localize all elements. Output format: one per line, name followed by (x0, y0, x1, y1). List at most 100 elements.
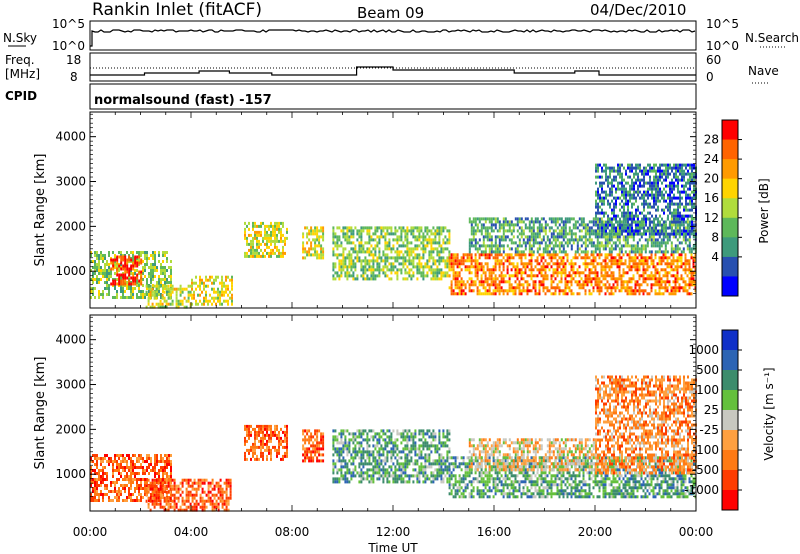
station-title: Rankin Inlet (fitACF) (92, 0, 262, 20)
power-colorbar: 28 24 20 16 12 8 4 (704, 119, 742, 297)
power-region-9 (595, 163, 697, 236)
power-colorbar-tick-1: 24 (704, 152, 719, 166)
nsky-tick-low: 10^0 (52, 39, 85, 53)
velocity-region-3 (302, 429, 325, 463)
power-colorbar-label: Power [dB] (757, 178, 771, 243)
time-tick-label-2: 08:00 (275, 525, 310, 539)
time-tick-label-1: 04:00 (174, 525, 209, 539)
power-ytick-label-0: 1000 (55, 264, 86, 278)
cpid-label: CPID (5, 89, 37, 103)
nsky-panel: N.Sky 10^5 10^0 10^5 10^0 N.Search (3, 17, 799, 53)
nsky-tick-high: 10^5 (52, 17, 85, 31)
power-colorbar-swatch-1 (722, 139, 738, 160)
velocity-colorbar-swatch-6 (722, 450, 738, 471)
power-colorbar-tick-5: 8 (711, 230, 719, 244)
power-region-7 (448, 253, 697, 296)
power-colorbar-tick-2: 20 (704, 172, 719, 186)
nave-label: Nave (748, 64, 779, 78)
freq-panel: Freq. [MHz] 18 8 60 0 Nave (5, 52, 779, 84)
power-colorbar-swatch-2 (722, 159, 738, 180)
power-colorbar-swatch-6 (722, 237, 738, 258)
power-data (90, 163, 697, 309)
power-region-0 (90, 251, 172, 299)
power-panel: 1000 2000 3000 4000 Slant Range [km] (33, 111, 697, 309)
velocity-colorbar-swatch-5 (722, 430, 738, 451)
time-tick-label-3: 12:00 (376, 525, 411, 539)
power-region-8 (468, 217, 697, 254)
velocity-colorbar-swatch-8 (722, 490, 738, 511)
velocity-region-7 (595, 375, 697, 475)
cpid-text: normalsound (fast) -157 (94, 93, 272, 108)
nsky-trace (90, 29, 696, 47)
time-axis-ticks: 00:00 04:00 08:00 12:00 16:00 20:00 00:00 (73, 525, 714, 539)
freq-label: Freq. (5, 53, 35, 67)
velocity-colorbar-swatch-2 (722, 370, 738, 391)
power-colorbar-swatch-7 (722, 256, 738, 277)
nsky-label: N.Sky (3, 31, 37, 45)
time-tick-label-4: 16:00 (477, 525, 512, 539)
power-axes: 1000 2000 3000 4000 (55, 112, 697, 308)
power-ylabel: Slant Range [km] (33, 154, 48, 267)
power-region-4 (244, 221, 288, 258)
power-colorbar-swatch-8 (722, 276, 738, 297)
power-ytick-label-3: 4000 (55, 130, 86, 144)
velocity-region-4 (332, 429, 451, 484)
nsearch-tick-low: 10^0 (706, 39, 739, 53)
velocity-axes: 1000 2000 3000 4000 (55, 315, 697, 511)
velocity-colorbar-swatch-0 (722, 330, 738, 351)
nsearch-label: N.Search (745, 31, 799, 45)
freq-unit-label: [MHz] (5, 67, 40, 81)
freq-tick-low: 8 (70, 70, 78, 84)
power-ytick-label-1: 2000 (55, 219, 86, 233)
velocity-region-1 (145, 478, 232, 512)
power-region-1 (110, 255, 143, 286)
velocity-ytick-label-0: 1000 (55, 467, 86, 481)
nave-tick-high: 60 (706, 53, 721, 67)
freq-tick-high: 18 (66, 53, 81, 67)
velocity-colorbar-tick-5: -100 (692, 443, 719, 457)
time-axis-label: Time UT (367, 541, 418, 554)
time-tick-label-5: 20:00 (578, 525, 613, 539)
velocity-panel: 1000 2000 3000 4000 Slant Range [km] (33, 314, 697, 512)
velocity-colorbar-swatch-3 (722, 390, 738, 411)
velocity-region-2 (244, 424, 288, 461)
velocity-ytick-label-3: 4000 (55, 333, 86, 347)
power-colorbar-swatch-4 (722, 198, 738, 219)
power-colorbar-swatch-0 (722, 120, 738, 141)
velocity-colorbar-tick-6: -500 (692, 463, 719, 477)
power-region-6 (332, 226, 451, 281)
velocity-colorbar-tick-1: 500 (696, 363, 719, 377)
nave-tick-low: 0 (706, 70, 714, 84)
velocity-colorbar-tick-3: 25 (704, 403, 719, 417)
velocity-colorbar-swatch-7 (722, 470, 738, 491)
cpid-panel (89, 83, 697, 110)
power-colorbar-tick-4: 12 (704, 211, 719, 225)
power-colorbar-tick-6: 4 (711, 250, 719, 264)
velocity-colorbar-swatch-4 (722, 410, 738, 431)
power-region-3 (191, 275, 233, 306)
power-region-5 (302, 226, 325, 260)
time-tick-label-0: 00:00 (73, 525, 108, 539)
velocity-region-6 (468, 438, 597, 472)
velocity-region-0 (90, 454, 172, 502)
beam-title: Beam 09 (357, 4, 424, 22)
velocity-data (90, 375, 697, 512)
power-colorbar-swatch-5 (722, 217, 738, 238)
velocity-ylabel: Slant Range [km] (33, 357, 48, 470)
freq-trace (90, 66, 696, 76)
nsearch-tick-high: 10^5 (706, 17, 739, 31)
velocity-ytick-label-2: 3000 (55, 378, 86, 392)
velocity-colorbar-tick-2: 100 (696, 383, 719, 397)
velocity-colorbar-swatch-1 (722, 350, 738, 371)
velocity-ytick-label-1: 2000 (55, 422, 86, 436)
power-ytick-label-2: 3000 (55, 175, 86, 189)
time-tick-label-6: 00:00 (679, 525, 714, 539)
date-title: 04/Dec/2010 (590, 1, 686, 19)
velocity-colorbar-tick-7: -1000 (684, 483, 719, 497)
velocity-colorbar: 1000 500 100 25 -25 -100 -500 -1000 (684, 329, 742, 511)
velocity-colorbar-label: Velocity [m s⁻¹] (762, 367, 776, 460)
power-colorbar-tick-0: 28 (704, 133, 719, 147)
power-colorbar-tick-3: 16 (704, 191, 719, 205)
velocity-colorbar-tick-4: -25 (699, 423, 719, 437)
